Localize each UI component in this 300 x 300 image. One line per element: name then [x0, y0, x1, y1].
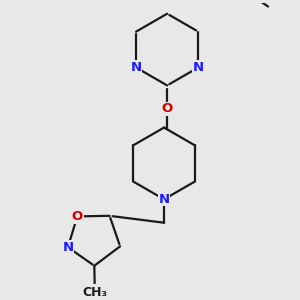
Text: CH₃: CH₃	[82, 286, 107, 299]
Text: N: N	[158, 193, 169, 206]
Text: O: O	[161, 102, 173, 115]
Text: N: N	[193, 61, 204, 74]
Text: N: N	[130, 61, 142, 74]
Text: N: N	[62, 241, 74, 254]
Text: O: O	[72, 210, 83, 223]
